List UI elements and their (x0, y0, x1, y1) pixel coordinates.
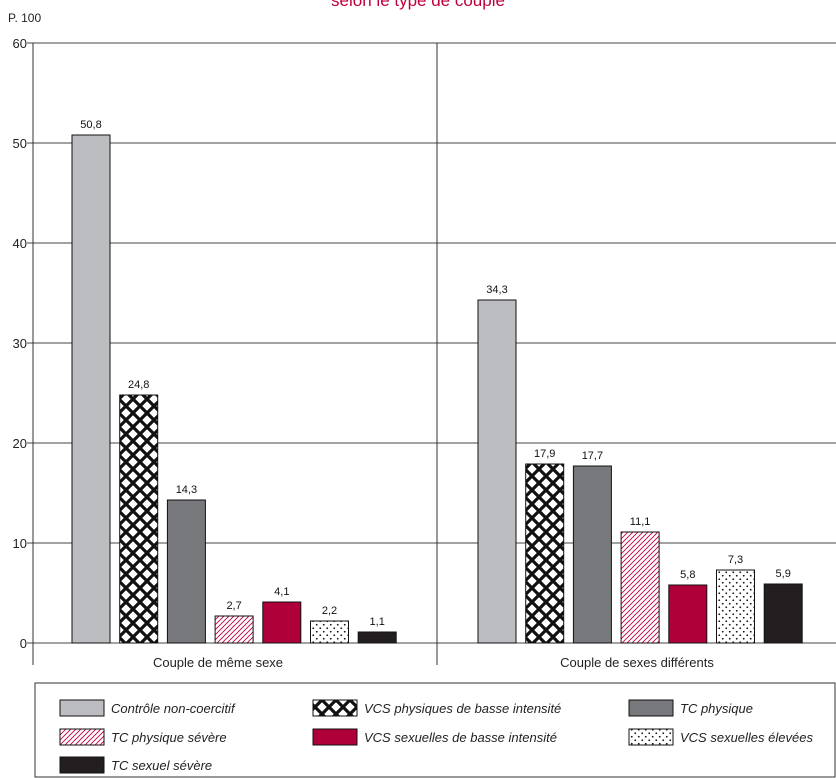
chart-title: selon le type de couple (331, 0, 505, 10)
category-label-different-sex: Couple de sexes différents (560, 655, 714, 670)
legend-swatch (312, 699, 358, 717)
data-labels: 50,8 24,8 14,3 2,7 4,1 2,2 1,1 34,3 17,9 17,7 11,1… (80, 119, 791, 628)
legend-swatch (59, 699, 105, 717)
bar-value-label: 2,7 (226, 600, 241, 612)
y-tick-label: 10 (13, 536, 27, 551)
bar (214, 615, 254, 644)
legend-label: VCS sexuelles élevées (680, 730, 813, 745)
bar (357, 631, 397, 644)
y-tick-label: 40 (13, 236, 27, 251)
legend-swatch (312, 728, 358, 746)
y-axis-unit-label: P. 100 (8, 11, 41, 25)
y-axis-ticks: 0 10 20 30 40 50 60 (13, 36, 33, 651)
y-tick-label: 60 (13, 36, 27, 51)
category-label-same-sex: Couple de même sexe (153, 655, 283, 670)
legend-swatch (628, 728, 674, 746)
legend-label: TC physique (680, 701, 753, 716)
bar-value-label: 5,8 (680, 569, 695, 581)
bar (477, 299, 517, 644)
legend-swatch (59, 728, 105, 746)
legend-swatch (628, 699, 674, 717)
bar (262, 601, 302, 644)
bar-value-label: 1,1 (370, 616, 385, 628)
bar (716, 569, 755, 644)
bar-value-label: 11,1 (630, 516, 651, 528)
bar-value-label: 17,7 (582, 450, 603, 462)
bar (572, 465, 612, 644)
bar-value-label: 4,1 (274, 586, 289, 598)
y-tick-label: 50 (13, 136, 27, 151)
y-tick-label: 0 (20, 636, 27, 651)
bar (620, 531, 660, 644)
bar-value-label: 2,2 (322, 605, 337, 617)
bar (119, 394, 159, 644)
bar (166, 499, 206, 644)
bar (71, 134, 111, 644)
bar (525, 463, 565, 644)
bar-value-label: 14,3 (176, 484, 197, 496)
legend-label: Contrôle non-coercitif (111, 701, 236, 716)
y-tick-label: 20 (13, 436, 27, 451)
bar-value-label: 5,9 (776, 568, 791, 580)
bar-value-label: 24,8 (128, 379, 149, 391)
legend-box (34, 682, 836, 778)
legend-label: VCS sexuelles de basse intensité (364, 730, 557, 745)
bar (668, 584, 708, 644)
bar (310, 620, 349, 644)
bar (763, 583, 803, 644)
bar-value-label: 34,3 (486, 284, 507, 296)
bar-value-label: 50,8 (80, 119, 101, 131)
legend: Contrôle non-coercitif VCS physiques de b… (59, 699, 813, 774)
legend-swatch (59, 756, 105, 774)
gridlines (33, 42, 836, 644)
y-tick-label: 30 (13, 336, 27, 351)
legend-label: TC sexuel sévère (111, 758, 212, 773)
legend-label: VCS physiques de basse intensité (364, 701, 561, 716)
legend-label: TC physique sévère (111, 730, 227, 745)
bar-value-label: 7,3 (728, 554, 743, 566)
bar-value-label: 17,9 (534, 448, 555, 460)
bars (71, 134, 803, 644)
